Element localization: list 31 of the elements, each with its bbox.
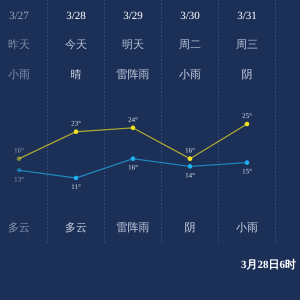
text: 晴 bbox=[70, 68, 82, 81]
point bbox=[244, 160, 250, 165]
text: 小雨 bbox=[236, 221, 258, 234]
text: 雷阵雨 bbox=[116, 68, 150, 81]
x-tick-label: 3/30 bbox=[180, 10, 200, 22]
text: 周三 bbox=[236, 39, 258, 51]
text: 昨天 bbox=[8, 39, 30, 51]
text: 雷阵雨 bbox=[116, 221, 150, 234]
point bbox=[130, 156, 136, 162]
text: 小雨 bbox=[8, 68, 30, 81]
text: 小雨 bbox=[179, 68, 201, 81]
text: 多云 bbox=[8, 222, 30, 234]
point bbox=[188, 164, 192, 169]
text: 今天 bbox=[65, 39, 87, 51]
point bbox=[244, 122, 250, 126]
x-tick-label: 3/28 bbox=[66, 10, 86, 22]
text: 多云 bbox=[65, 222, 87, 234]
text: 阴 bbox=[184, 222, 196, 234]
text: 3月28日6时 bbox=[241, 258, 296, 271]
x-tick-label: 3/31 bbox=[237, 10, 257, 22]
x-tick-label: 3/29 bbox=[123, 10, 144, 22]
point bbox=[16, 168, 22, 173]
x-tick-label: 3/27 bbox=[9, 10, 30, 22]
point bbox=[16, 156, 22, 162]
point bbox=[74, 176, 78, 180]
text: 周二 bbox=[179, 39, 201, 51]
point bbox=[188, 156, 192, 162]
text: 阴 bbox=[242, 69, 252, 81]
point bbox=[74, 129, 78, 134]
point bbox=[130, 126, 136, 130]
text: 明天 bbox=[122, 39, 144, 51]
